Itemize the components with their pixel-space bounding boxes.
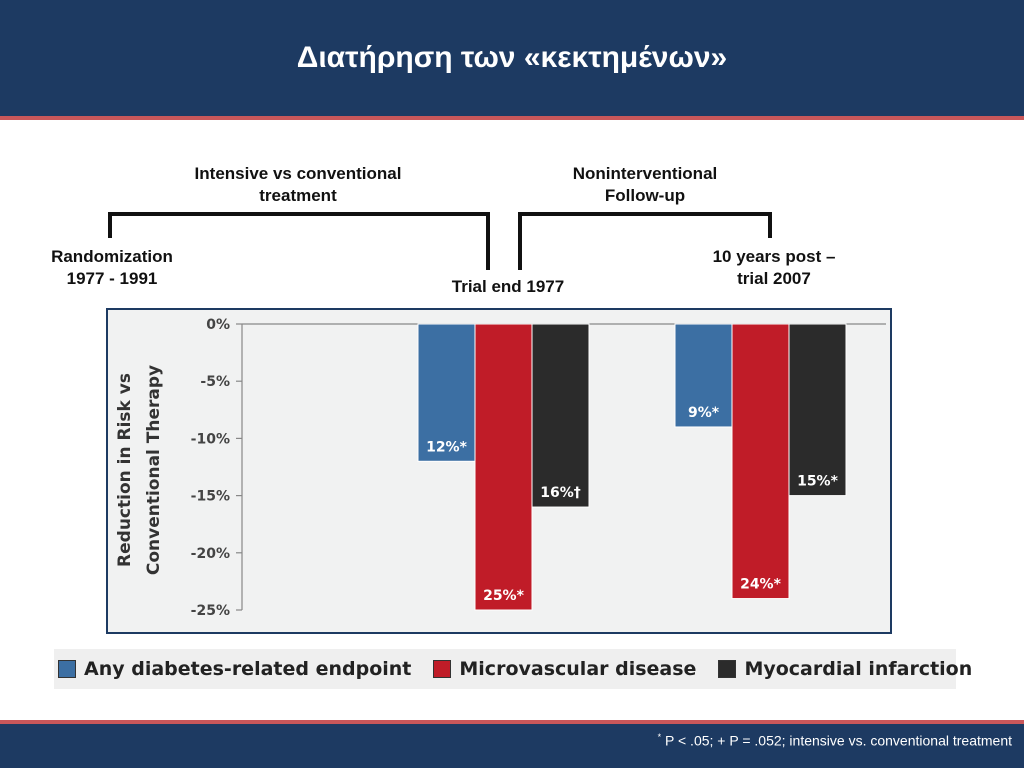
period-followup-label: Noninterventional Follow-up: [535, 163, 755, 207]
post-trial-line1: 10 years post –: [712, 247, 836, 266]
chart-legend: Any diabetes-related endpoint Microvascu…: [54, 649, 972, 689]
bar: [531, 323, 590, 508]
bracket-followup: [518, 212, 772, 270]
period-intensive-line1: Intensive vs conventional: [194, 164, 402, 183]
footnote-marker: *: [657, 732, 662, 742]
legend-item-microvascular: Microvascular disease: [433, 658, 696, 680]
bar-data-label: 25%*: [483, 588, 525, 604]
chart-frame: Reduction in Risk vs Conventional Therapy…: [106, 308, 892, 634]
period-followup-line2: Follow-up: [604, 186, 686, 205]
bar-data-label: 9%*: [688, 405, 720, 421]
y-axis-label-line1: Reduction in Risk vs: [115, 373, 135, 567]
y-tick-label: -20%: [191, 546, 230, 562]
randomization-line1: Randomization: [51, 247, 173, 266]
trial-end-text: Trial end 1977: [451, 277, 565, 296]
slide-footer: * P < .05; + P = .052; intensive vs. con…: [0, 720, 1024, 768]
bar: [474, 323, 533, 611]
post-trial-label: 10 years post – trial 2007: [684, 246, 864, 290]
post-trial-line2: trial 2007: [737, 269, 811, 288]
bar-data-label: 12%*: [426, 439, 468, 455]
legend-label-mi: Myocardial infarction: [744, 658, 973, 680]
timeline-brackets: [108, 212, 772, 270]
legend-label-microvascular: Microvascular disease: [459, 658, 697, 680]
randomization-line2: 1977 - 1991: [66, 269, 158, 288]
legend-swatch-mi: [718, 660, 737, 678]
legend-label-any-endpoint: Any diabetes-related endpoint: [84, 658, 412, 680]
y-axis-label-line2: Conventional Therapy: [144, 365, 164, 575]
bar-data-label: 24%*: [740, 577, 782, 593]
footnote-text: P < .05; + P = .052; intensive vs. conve…: [661, 732, 1012, 749]
period-followup-line1: Noninterventional: [572, 164, 718, 183]
legend-swatch-any-endpoint: [58, 660, 76, 678]
bar-chart: Reduction in Risk vs Conventional Therapy…: [115, 317, 886, 619]
randomization-label: Randomization 1977 - 1991: [22, 246, 202, 290]
legend-swatch-microvascular: [433, 660, 452, 678]
bracket-intensive: [108, 212, 490, 270]
y-tick-label: -10%: [191, 431, 230, 447]
period-intensive-line2: treatment: [259, 186, 337, 205]
bar: [674, 323, 733, 428]
bar-data-label: 15%*: [797, 474, 839, 490]
bar: [731, 323, 790, 600]
slide-title: Διατήρηση των «κεκτημένων»: [296, 41, 728, 74]
legend-item-mi: Myocardial infarction: [718, 658, 972, 680]
footnote: * P < .05; + P = .052; intensive vs. con…: [658, 732, 1012, 749]
bar: [788, 323, 847, 497]
trial-end-label: Trial end 1977: [418, 276, 598, 298]
y-tick-label: -25%: [191, 603, 230, 619]
slide-header: Διατήρηση των «κεκτημένων»: [0, 0, 1024, 120]
y-tick-label: -15%: [191, 489, 230, 505]
bar-data-label: 16%†: [540, 485, 581, 501]
period-intensive-label: Intensive vs conventional treatment: [168, 163, 428, 207]
y-tick-label: 0%: [206, 317, 230, 333]
y-tick-label: -5%: [200, 374, 230, 390]
legend-item-any-endpoint: Any diabetes-related endpoint: [58, 658, 411, 680]
